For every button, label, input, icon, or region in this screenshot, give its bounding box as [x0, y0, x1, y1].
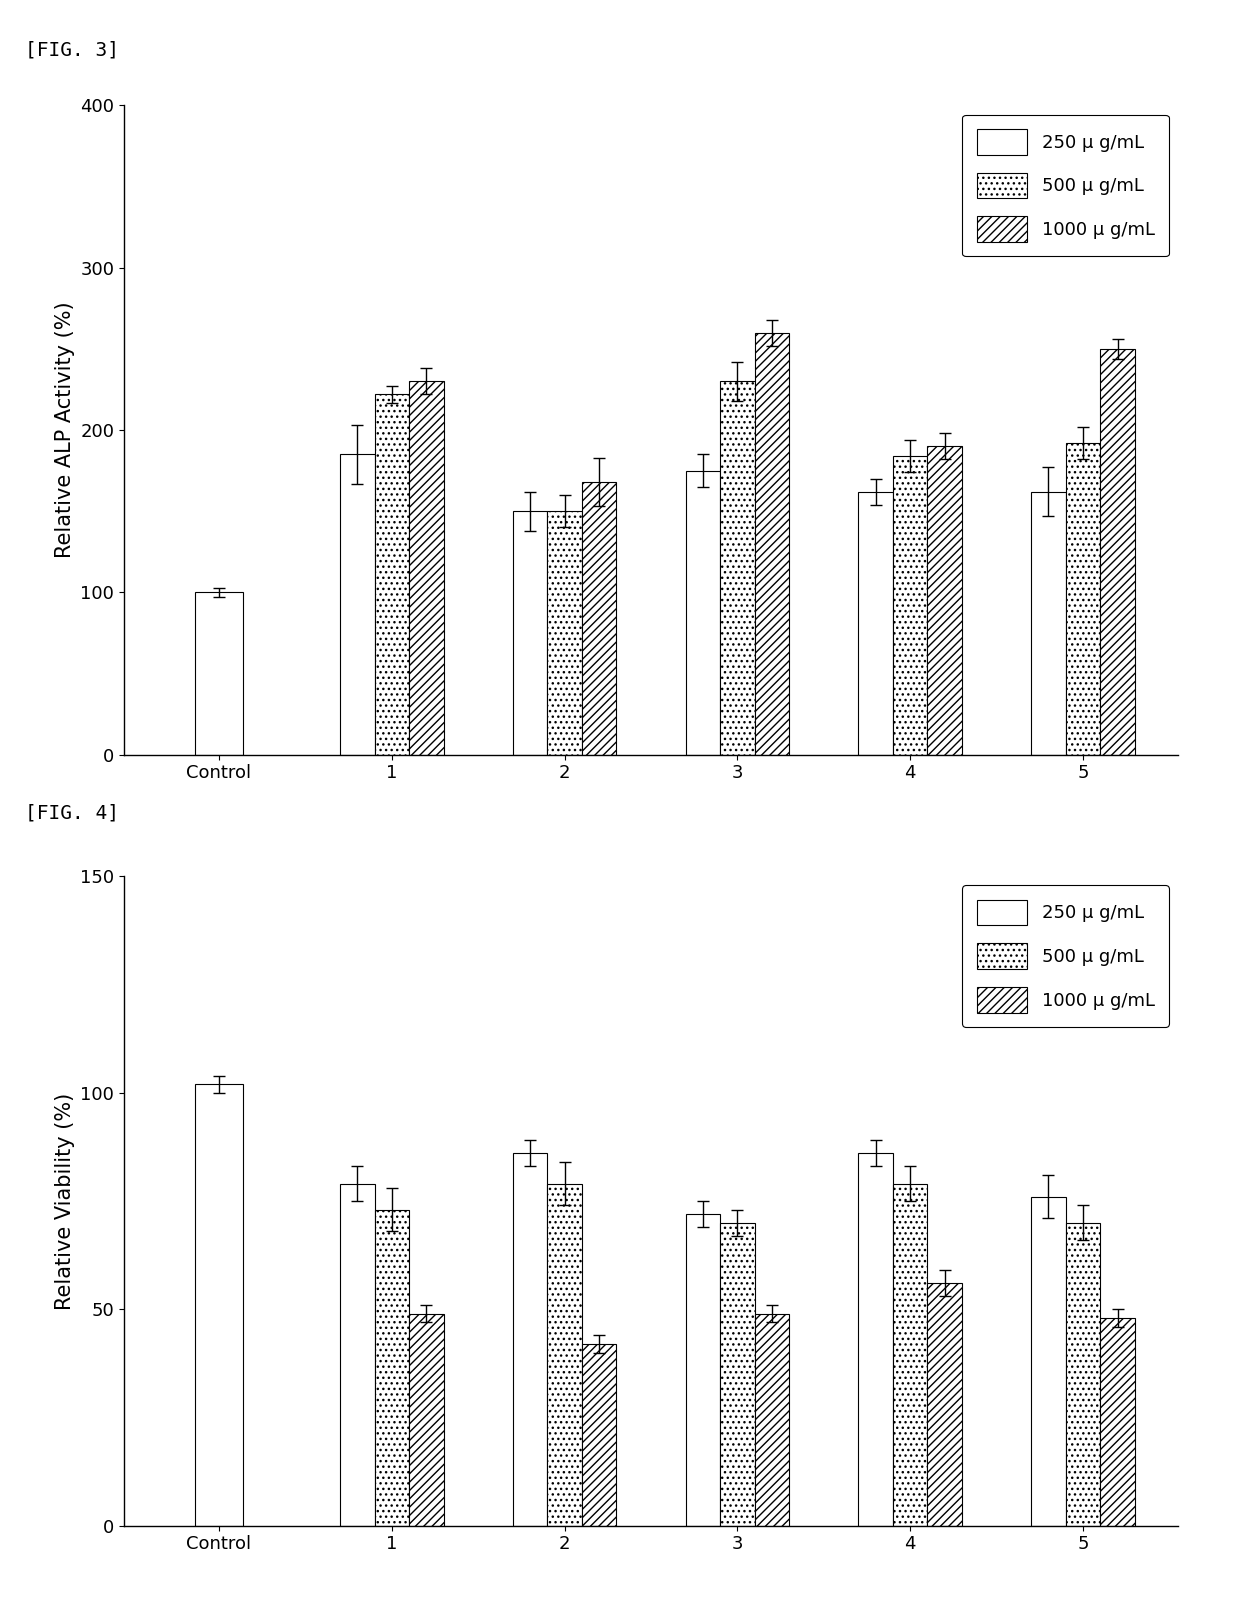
Bar	[582, 1344, 616, 1526]
Bar	[1032, 492, 1065, 755]
Bar	[928, 446, 962, 755]
Bar	[1032, 1196, 1065, 1526]
Y-axis label: Relative Viability (%): Relative Viability (%)	[55, 1092, 74, 1310]
Bar	[686, 1214, 720, 1526]
Bar	[513, 511, 547, 755]
Bar	[374, 394, 409, 755]
Bar	[340, 454, 374, 755]
Bar	[720, 1222, 755, 1526]
Bar	[513, 1154, 547, 1526]
Text: [FIG. 4]: [FIG. 4]	[25, 803, 119, 823]
Bar	[547, 511, 582, 755]
Bar	[928, 1284, 962, 1526]
Y-axis label: Relative ALP Activity (%): Relative ALP Activity (%)	[55, 302, 74, 558]
Legend: 250 μ g/mL, 500 μ g/mL, 1000 μ g/mL: 250 μ g/mL, 500 μ g/mL, 1000 μ g/mL	[962, 886, 1169, 1027]
Bar	[1065, 1222, 1100, 1526]
Bar	[893, 456, 928, 755]
Bar	[720, 381, 755, 755]
Bar	[686, 471, 720, 755]
Bar	[374, 1209, 409, 1526]
Bar	[195, 592, 243, 755]
Bar	[409, 1313, 444, 1526]
Bar	[547, 1183, 582, 1526]
Bar	[1100, 349, 1135, 755]
Bar	[582, 482, 616, 755]
Bar	[1100, 1318, 1135, 1526]
Bar	[893, 1183, 928, 1526]
Bar	[858, 1154, 893, 1526]
Text: [FIG. 3]: [FIG. 3]	[25, 41, 119, 60]
Bar	[195, 1084, 243, 1526]
Bar	[755, 1313, 789, 1526]
Bar	[755, 333, 789, 755]
Bar	[1065, 443, 1100, 755]
Bar	[340, 1183, 374, 1526]
Bar	[409, 381, 444, 755]
Bar	[858, 492, 893, 755]
Legend: 250 μ g/mL, 500 μ g/mL, 1000 μ g/mL: 250 μ g/mL, 500 μ g/mL, 1000 μ g/mL	[962, 115, 1169, 256]
